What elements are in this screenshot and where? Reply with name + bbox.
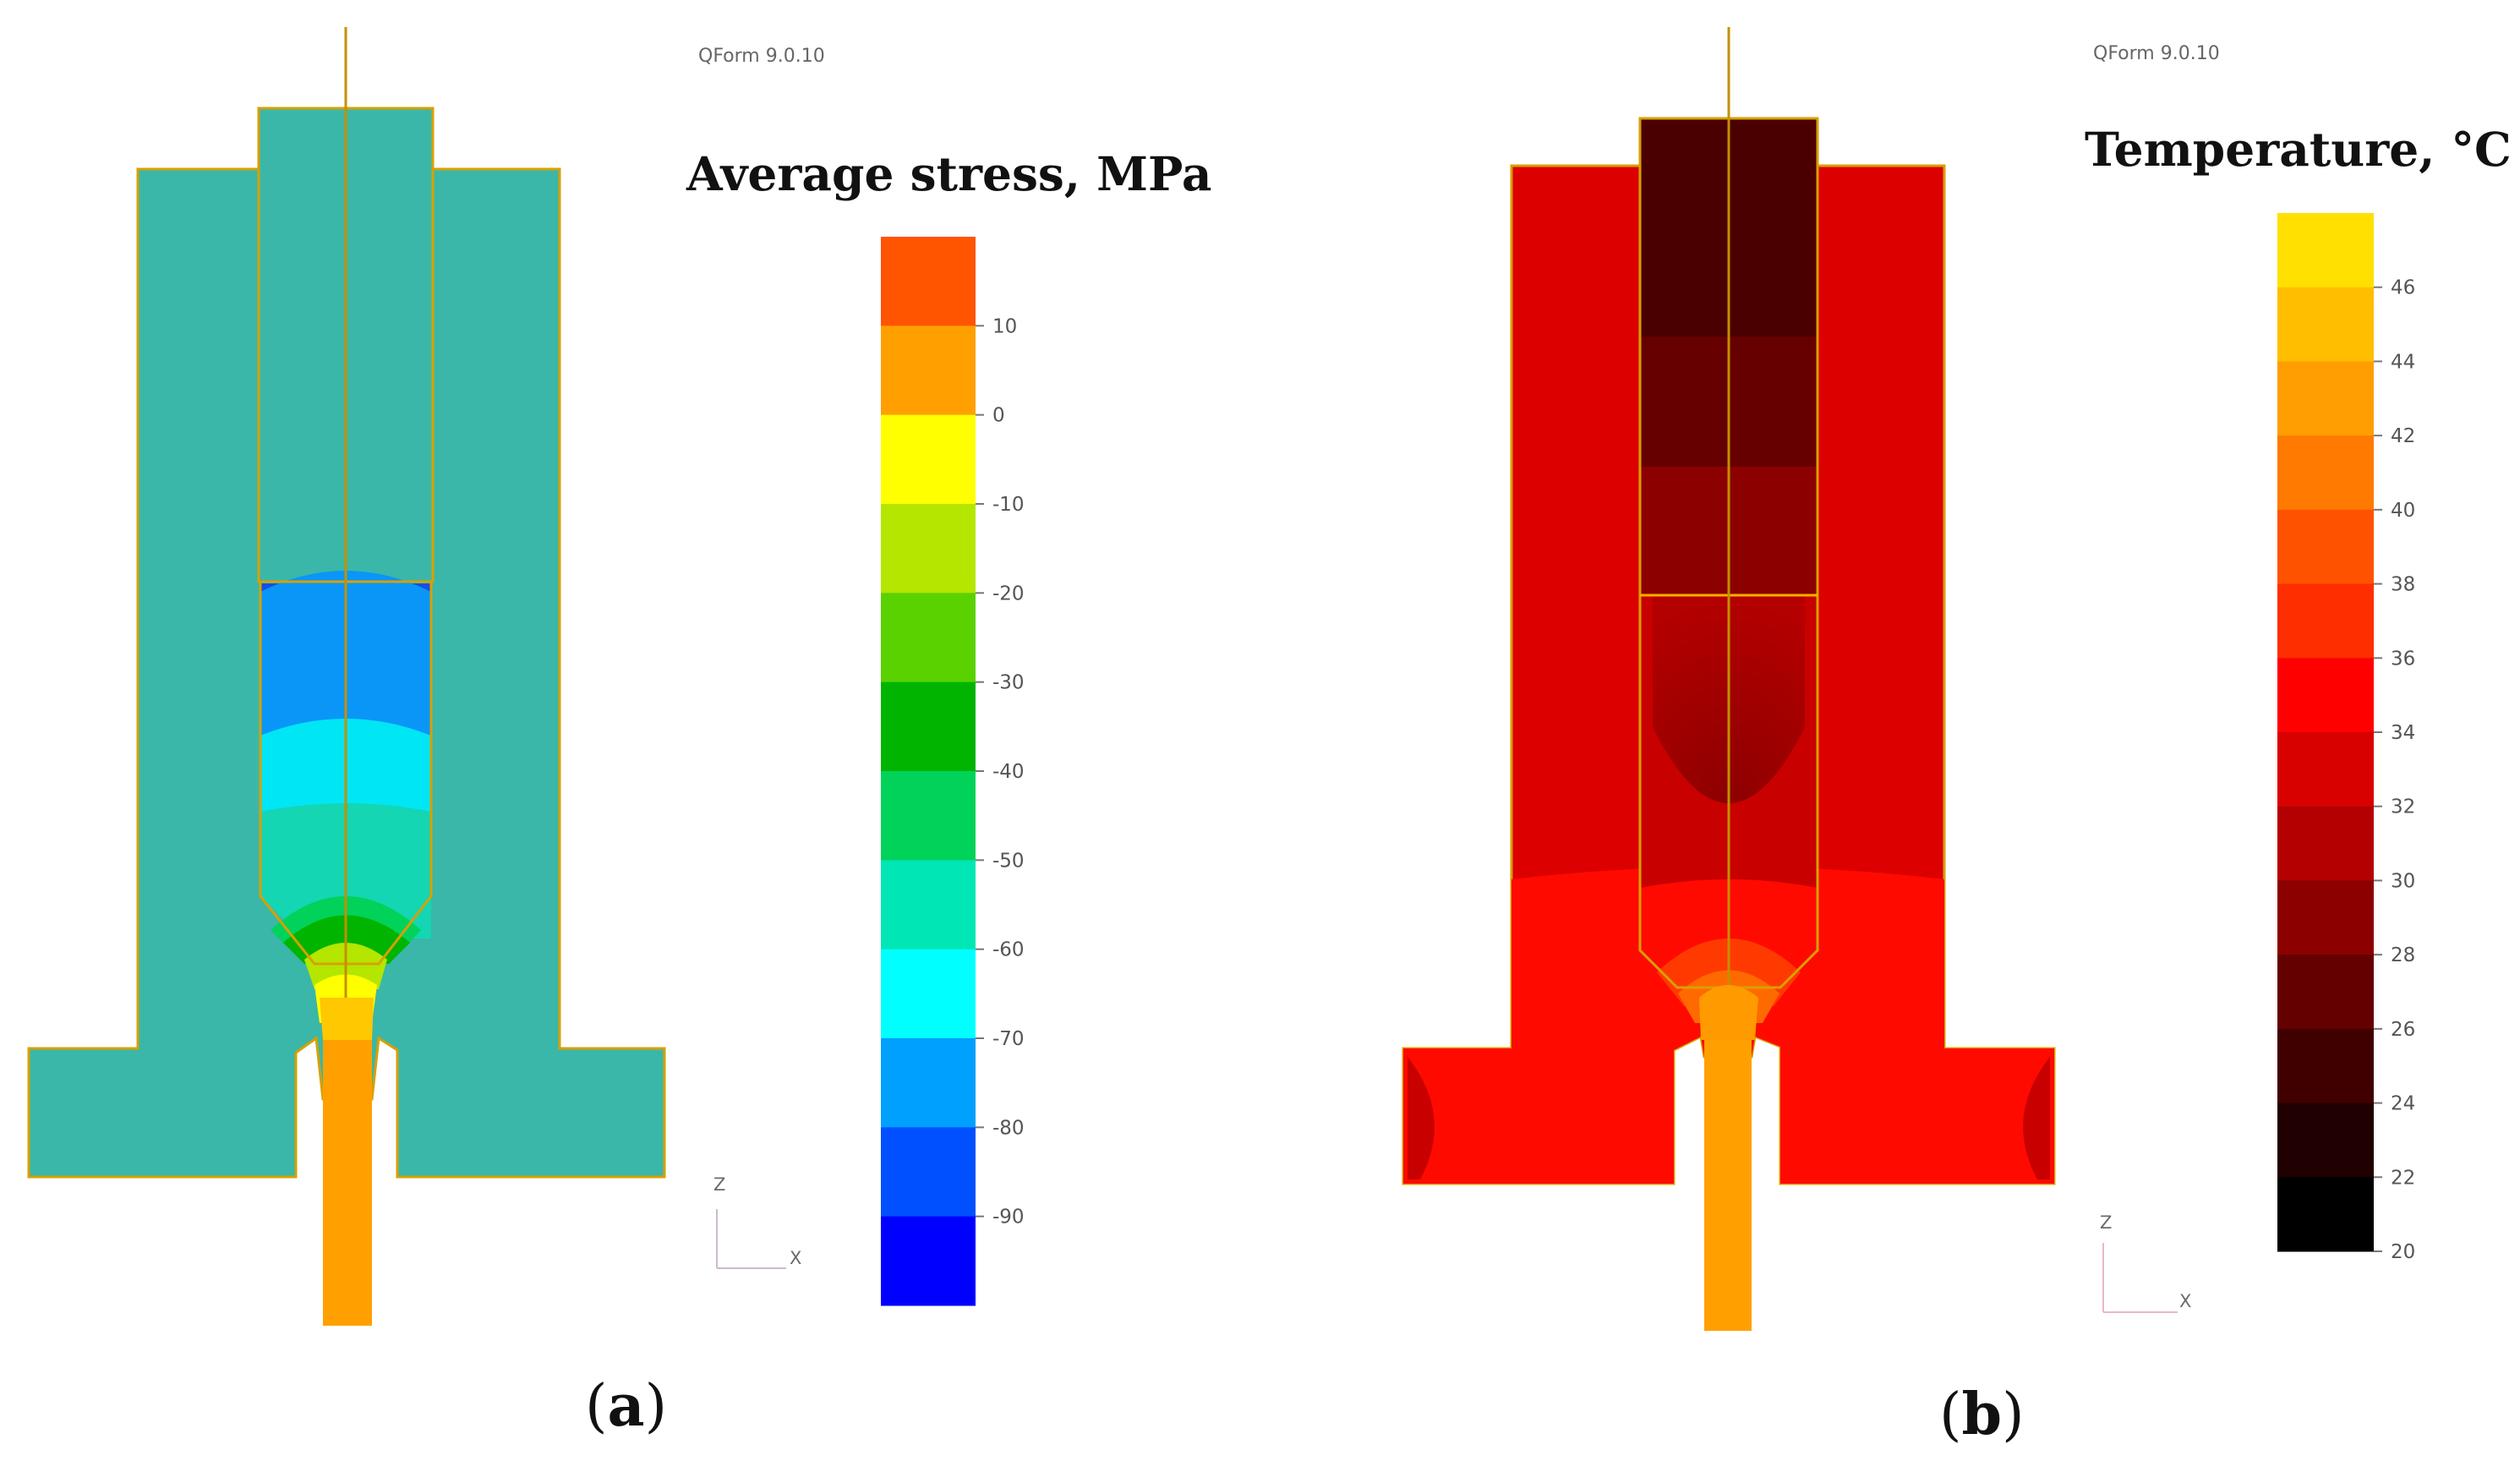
panel-b-insert <box>1704 1006 1752 1331</box>
panel-a-legend-band <box>881 681 976 772</box>
panel-b-legend-tick-label: 26 <box>2391 1019 2415 1041</box>
panel-a-insert <box>323 1023 372 1326</box>
panel-b-legend-tick-label: 34 <box>2391 722 2415 744</box>
panel-b-caption-letter: b <box>1962 1381 2003 1448</box>
panel-a-legend-tick-label: -50 <box>992 850 1025 872</box>
panel-b-legend-tick-label: 42 <box>2391 425 2415 447</box>
panel-a-legend-tick-label: 10 <box>992 315 1017 337</box>
panel-a-legend-tick-label: -90 <box>992 1207 1025 1228</box>
panel-b-axis-x: X <box>2179 1291 2191 1311</box>
panel-a-caption-open: ( <box>585 1373 608 1440</box>
panel-b-legend-tick-label: 20 <box>2391 1241 2415 1263</box>
panel-b-legend-tick-label: 46 <box>2391 277 2415 299</box>
panel-b-legend-tick-label: 22 <box>2391 1167 2415 1189</box>
panel-b-caption: (b) <box>1939 1381 2025 1448</box>
panel-b-legend-tick-label: 28 <box>2391 944 2415 966</box>
panel-a-legend-tick-label: 0 <box>992 405 1005 427</box>
panel-b: QForm 9.0.10 Temperature, °C <box>1402 27 2512 1448</box>
panel-a-axis-x: X <box>790 1248 801 1268</box>
panel-a-legend-band <box>881 593 976 683</box>
panel-b-legend-tick-label: 32 <box>2391 796 2415 818</box>
panel-a-legend-tick-label: -70 <box>992 1028 1025 1050</box>
panel-b-caption-open: ( <box>1939 1382 1962 1448</box>
panel-b-legend: 46 44 42 40 38 36 34 32 30 28 26 24 22 20 <box>2277 213 2415 1263</box>
panel-b-legend-band <box>2277 509 2374 585</box>
panel-b-legend-band <box>2277 732 2374 807</box>
panel-b-legend-tick-label: 44 <box>2391 351 2415 373</box>
panel-a-legend: 10 0 -10 -20 -30 -40 -50 -60 -70 -80 -90 <box>881 237 1025 1306</box>
panel-b-legend-band <box>2277 955 2374 1030</box>
panel-b-legend-title: Temperature, °C <box>2085 122 2512 177</box>
panel-b-legend-tick-label: 24 <box>2391 1093 2415 1115</box>
panel-b-legend-band <box>2277 880 2374 955</box>
panel-a-legend-band <box>881 504 976 594</box>
panel-b-legend-band <box>2277 806 2374 881</box>
panel-a-legend-band <box>881 949 976 1039</box>
panel-b-legend-tick-label: 30 <box>2391 870 2415 892</box>
panel-a-caption: (a) <box>585 1372 667 1440</box>
panel-b-legend-tick-label: 36 <box>2391 648 2415 670</box>
panel-a-legend-tick-label: -20 <box>992 583 1025 605</box>
panel-a-caption-close: ) <box>645 1373 668 1440</box>
panel-b-legend-band <box>2277 583 2374 659</box>
panel-b-legend-tick-label: 38 <box>2391 574 2415 596</box>
panel-a-legend-tick-label: -40 <box>992 761 1025 783</box>
panel-a-legend-band <box>881 860 976 950</box>
panel-a-legend-band <box>881 1038 976 1128</box>
panel-b-legend-band <box>2277 287 2374 362</box>
panel-a-caption-letter: a <box>608 1372 645 1440</box>
panel-b-axis-z: Z <box>2100 1212 2112 1233</box>
panel-b-axis-triad <box>2102 1243 2178 1313</box>
panel-a-axis-triad <box>716 1209 786 1269</box>
panel-b-legend-band <box>2277 658 2374 733</box>
panel-a-legend-tick-label: -10 <box>992 494 1025 516</box>
panel-a: QForm 9.0.10 Average stress, MPa 10 0 -10 -… <box>27 27 1212 1440</box>
panel-a-legend-band <box>881 326 976 416</box>
panel-a-legend-band <box>881 771 976 861</box>
panel-a-legend-tick-label: -80 <box>992 1117 1025 1139</box>
panel-b-legend-tick-label: 40 <box>2391 500 2415 522</box>
panel-b-legend-band <box>2277 213 2374 288</box>
panel-b-software-label: QForm 9.0.10 <box>2093 43 2220 64</box>
panel-a-legend-tick-label: -30 <box>992 672 1025 694</box>
panel-a-legend-band <box>881 414 976 505</box>
panel-b-legend-band <box>2277 1028 2374 1104</box>
panel-b-caption-close: ) <box>2002 1382 2025 1448</box>
panel-b-legend-band <box>2277 1177 2374 1252</box>
panel-a-legend-band <box>881 1127 976 1218</box>
panel-a-software-label: QForm 9.0.10 <box>698 46 825 67</box>
panel-a-legend-band <box>881 1216 976 1306</box>
panel-a-legend-band <box>881 237 976 326</box>
panel-a-axis-z: Z <box>713 1174 725 1195</box>
panel-b-legend-band <box>2277 1103 2374 1178</box>
panel-a-legend-tick-label: -60 <box>992 939 1025 961</box>
panel-b-legend-band <box>2277 435 2374 511</box>
panel-b-legend-band <box>2277 361 2374 436</box>
panel-a-legend-title: Average stress, MPa <box>686 146 1212 201</box>
